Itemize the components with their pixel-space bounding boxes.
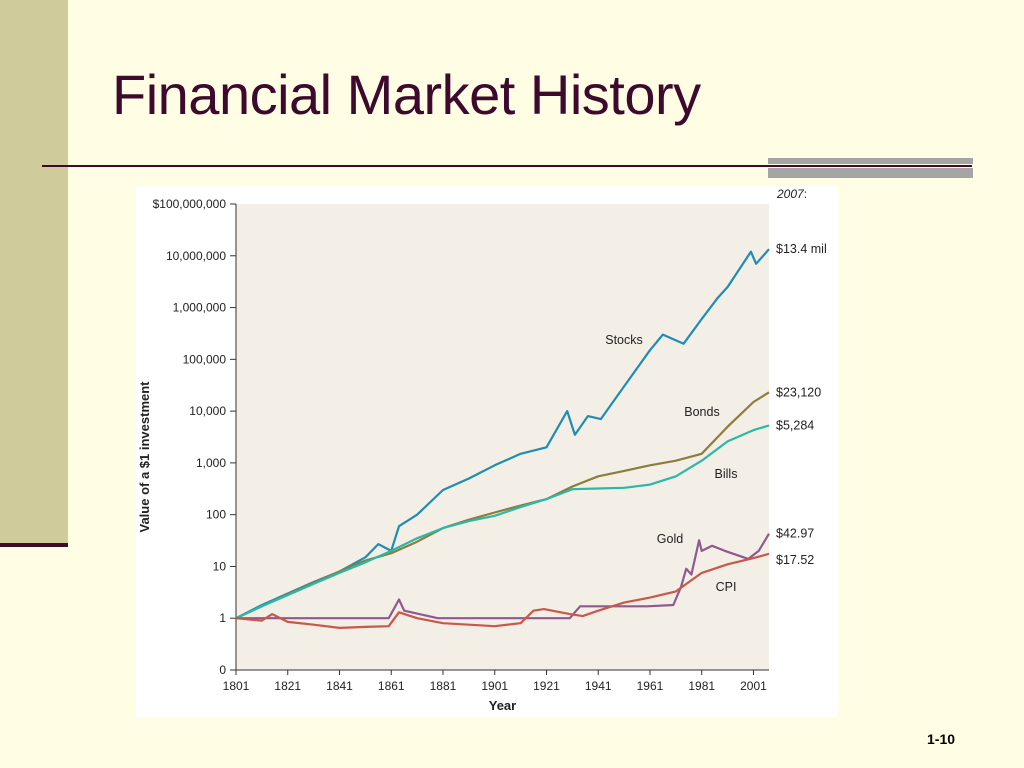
x-tick-label: 1921 xyxy=(533,679,560,693)
series-label-gold: Gold xyxy=(657,532,683,546)
y-tick-label: 0 xyxy=(219,663,226,677)
x-tick-label: 1981 xyxy=(688,679,715,693)
y-tick-label: 10,000,000 xyxy=(166,249,226,263)
title-accent-bars xyxy=(768,158,973,178)
title-divider xyxy=(42,165,972,167)
slide-number: 1-10 xyxy=(927,731,956,747)
y-tick-label: 10 xyxy=(213,559,227,573)
x-tick-label: 1961 xyxy=(637,679,664,693)
market-history-chart: 0 1 10 100 1,000 10,000 100,000 1,000,000 10,000… xyxy=(137,187,827,713)
end-label-cpi: $17.52 xyxy=(776,553,814,567)
x-tick-label: 1801 xyxy=(223,679,250,693)
y-tick-label: $100,000,000 xyxy=(153,197,227,211)
series-label-cpi: CPI xyxy=(716,580,737,594)
series-line-bills xyxy=(235,424,770,620)
y-tick-label: 100 xyxy=(206,508,226,522)
series-line-cpi xyxy=(235,552,770,629)
series-label-bills: Bills xyxy=(715,467,738,481)
x-tick-label: 1841 xyxy=(326,679,353,693)
slide-title: Financial Market History xyxy=(112,63,701,126)
end-label-bills: $5,284 xyxy=(776,418,814,432)
chart-panel: 0 1 10 100 1,000 10,000 100,000 1,000,000 10,000… xyxy=(136,186,838,717)
plot-area xyxy=(236,204,769,670)
series-label-bonds: Bonds xyxy=(684,405,719,419)
y-axis-label: Value of a $1 investment xyxy=(137,381,152,533)
series-line-stocks xyxy=(235,248,770,620)
y-tick-label: 10,000 xyxy=(189,404,226,418)
left-accent-rule xyxy=(0,543,68,547)
end-label-gold: $42.97 xyxy=(776,527,814,541)
end-label-stocks: $13.4 mil xyxy=(776,242,827,256)
x-tick-label: 1881 xyxy=(430,679,457,693)
series-label-stocks: Stocks xyxy=(605,333,643,347)
x-tick-label: 1861 xyxy=(378,679,405,693)
x-tick-label: 1941 xyxy=(585,679,612,693)
left-accent-bar xyxy=(0,0,68,546)
y-tick-label: 1,000,000 xyxy=(173,301,227,315)
y-tick-label: 1 xyxy=(219,611,226,625)
series-line-gold xyxy=(236,533,770,620)
x-axis-label: Year xyxy=(489,698,516,713)
x-tick-label: 2001 xyxy=(740,679,767,693)
x-tick-label: 1901 xyxy=(481,679,508,693)
x-tick-label: 1821 xyxy=(274,679,301,693)
y-tick-label: 1,000 xyxy=(196,456,226,470)
series-line-bonds xyxy=(235,391,770,620)
y-tick-label: 100,000 xyxy=(183,352,227,366)
end-label-bonds: $23,120 xyxy=(776,385,821,399)
annotation-year: 2007: xyxy=(776,187,807,201)
